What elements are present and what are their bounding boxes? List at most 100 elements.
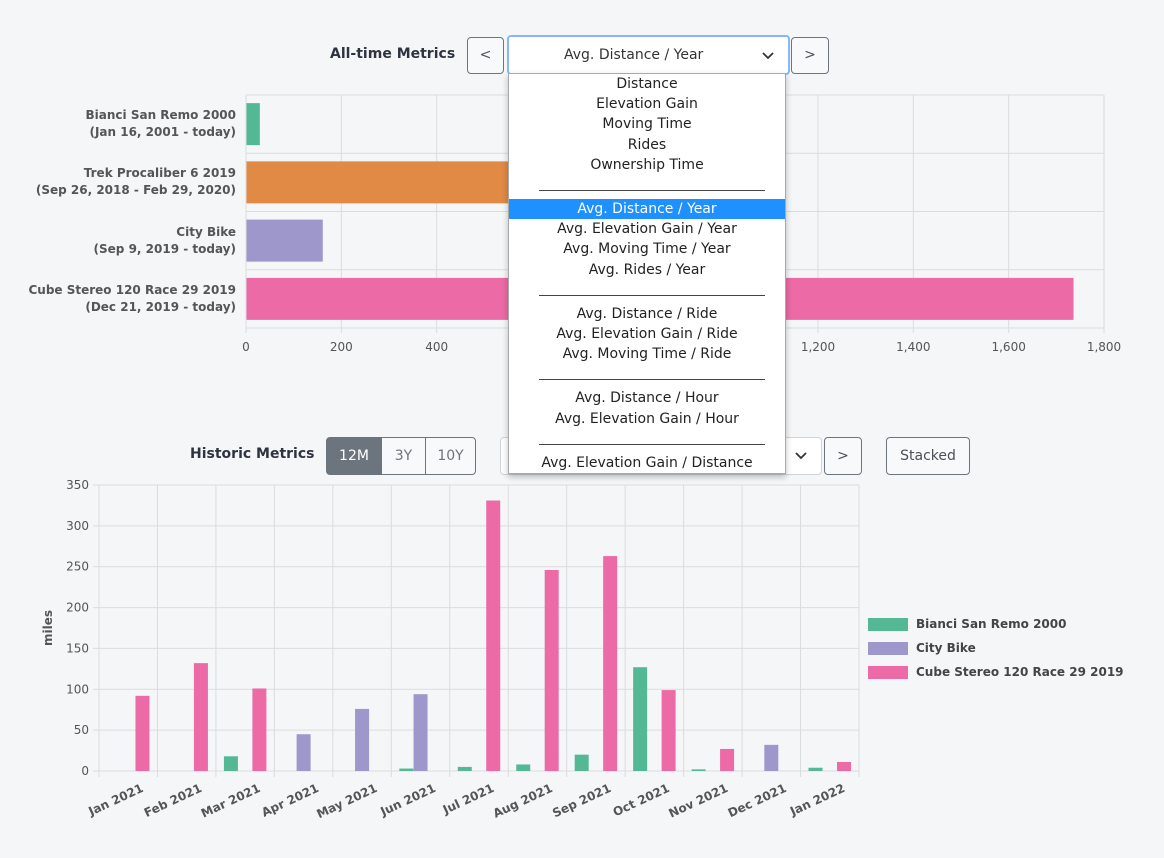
metric-option[interactable]: Elevation Gain [596, 96, 698, 113]
bar[interactable] [603, 556, 618, 771]
option-group-separator [539, 190, 765, 191]
bar[interactable] [720, 748, 735, 771]
metric-option[interactable]: Avg. Moving Time / Year [563, 241, 731, 258]
x-tick-label: May 2021 [314, 781, 379, 821]
legend-swatch [868, 642, 908, 655]
bar[interactable] [252, 688, 267, 771]
metric-option[interactable]: Moving Time [602, 116, 692, 133]
stacked-label: Stacked [900, 448, 956, 464]
x-tick-label: Sep 2021 [550, 781, 613, 820]
bike-date-range: (Jan 16, 2001 - today) [89, 125, 236, 140]
next-label: > [837, 448, 849, 464]
option-group-separator [539, 443, 765, 445]
stacked-toggle-button[interactable]: Stacked [886, 437, 970, 475]
bike-name: Bianci San Remo 2000 [85, 108, 236, 123]
legend-label: Cube Stereo 120 Race 29 2019 [916, 665, 1124, 679]
bar[interactable] [246, 219, 323, 262]
metric-option[interactable]: Avg. Elevation Gain / Ride [556, 326, 738, 342]
bike-category-label: Bianci San Remo 2000 (Jan 16, 2001 - toda… [86, 107, 236, 141]
x-tick-label: Nov 2021 [666, 781, 730, 821]
bike-date-range: (Sep 9, 2019 - today) [93, 241, 236, 256]
x-tick-label: Jun 2021 [377, 781, 437, 819]
bike-category-label: City Bike (Sep 9, 2019 - today) [94, 224, 236, 258]
prev-label: < [479, 47, 492, 63]
x-tick-label: Jan 2021 [85, 781, 145, 819]
next-label: > [804, 47, 816, 63]
bar[interactable] [808, 767, 823, 771]
bike-category-label: Trek Procaliber 6 2019 (Sep 26, 2018 - Fe… [36, 165, 236, 199]
metric-option[interactable]: Avg. Elevation Gain / Distance [541, 454, 753, 471]
x-tick-label: 400 [425, 340, 448, 354]
x-tick-label: 200 [330, 340, 353, 354]
bar[interactable] [574, 754, 589, 771]
x-tick-label: Feb 2021 [142, 781, 204, 820]
x-tick-label: Jan 2022 [787, 781, 847, 819]
metric-option[interactable]: Avg. Distance / Year [509, 199, 785, 219]
bar[interactable] [413, 694, 428, 771]
metric-option[interactable]: Avg. Elevation Gain / Year [557, 221, 737, 238]
bar[interactable] [691, 769, 706, 771]
bar[interactable] [837, 762, 851, 771]
metric-option[interactable]: Avg. Rides / Year [588, 261, 706, 278]
metric-option[interactable]: Avg. Distance / Hour [575, 390, 719, 407]
bar[interactable] [486, 500, 501, 771]
chevron-down-icon [762, 52, 774, 60]
x-tick-label: Mar 2021 [199, 781, 263, 821]
range-3y-button[interactable]: 3Y [381, 437, 426, 475]
range-12m-button[interactable]: 12M [326, 437, 382, 475]
legend-label: City Bike [916, 641, 976, 655]
y-tick-label: 0 [81, 764, 89, 778]
bar[interactable] [661, 690, 676, 771]
metric-option[interactable]: Avg. Elevation Gain / Hour [555, 410, 739, 427]
y-tick-label: 350 [66, 478, 89, 492]
historic-next-button[interactable]: > [824, 437, 862, 475]
x-tick-label: 1,200 [801, 340, 835, 354]
option-group-separator [539, 294, 765, 296]
alltime-next-button[interactable]: > [791, 37, 829, 74]
x-tick-label: Oct 2021 [611, 781, 672, 819]
alltime-prev-button[interactable]: < [467, 37, 504, 74]
bike-name: Cube Stereo 120 Race 29 2019 [28, 282, 236, 297]
bar[interactable] [355, 708, 370, 771]
range-10y-button[interactable]: 10Y [425, 437, 476, 475]
metric-option[interactable]: Rides [627, 136, 667, 153]
bar[interactable] [399, 768, 414, 771]
metric-option[interactable]: Ownership Time [590, 156, 704, 173]
chevron-down-icon [795, 452, 807, 460]
bar[interactable] [633, 667, 648, 771]
bar[interactable] [457, 766, 472, 771]
bike-date-range: (Dec 21, 2019 - today) [85, 299, 236, 314]
x-tick-label: Apr 2021 [259, 781, 321, 820]
historic-metrics-label: Historic Metrics [190, 446, 315, 462]
x-tick-label: Dec 2021 [726, 781, 789, 820]
x-tick-label: 0 [242, 340, 250, 354]
bar[interactable] [544, 569, 559, 771]
x-tick-label: 1,800 [1087, 340, 1121, 354]
y-tick-label: 200 [66, 601, 89, 615]
bar[interactable] [764, 744, 779, 771]
bar[interactable] [193, 663, 208, 771]
bar[interactable] [246, 103, 260, 146]
bar[interactable] [516, 764, 531, 771]
bike-date-range: (Sep 26, 2018 - Feb 29, 2020) [35, 183, 236, 198]
x-tick-label: 1,600 [991, 340, 1025, 354]
metric-option[interactable]: Avg. Moving Time / Ride [562, 346, 732, 363]
bike-name: Trek Procaliber 6 2019 [83, 166, 236, 181]
bike-category-label: Cube Stereo 120 Race 29 2019 (Dec 21, 201… [28, 282, 236, 316]
y-tick-label: 50 [74, 723, 89, 737]
bike-name: City Bike [176, 224, 236, 239]
legend-swatch [868, 666, 908, 679]
bar[interactable] [223, 756, 238, 771]
metric-option[interactable]: Distance [616, 76, 678, 92]
alltime-metric-dropdown-list[interactable]: Distance Elevation Gain Moving Time Rides Ow… [508, 73, 786, 474]
bar[interactable] [296, 734, 311, 771]
bar[interactable] [135, 695, 150, 771]
option-group-separator [539, 379, 765, 381]
x-tick-label: 1,400 [896, 340, 930, 354]
metric-option[interactable]: Avg. Distance / Ride [576, 305, 718, 322]
x-tick-label: Jul 2021 [440, 781, 496, 817]
x-tick-label: Aug 2021 [491, 781, 555, 821]
legend-swatch [868, 618, 908, 631]
y-tick-label: 150 [66, 641, 89, 655]
